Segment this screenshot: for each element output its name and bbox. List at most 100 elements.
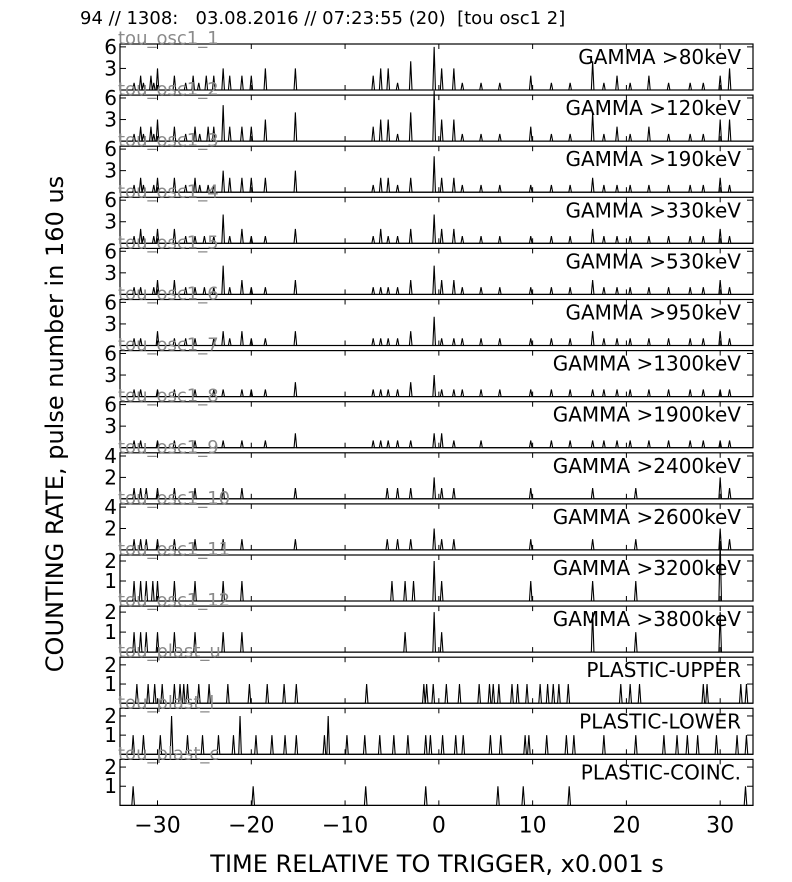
channel-name-tou_plast_u: tou_plast_u [118,641,221,662]
series-line-tou_osc1_7 [120,375,753,398]
panel-label: GAMMA >120keV [565,96,741,120]
channel-name-tou_osc1_7: tou_osc1_7 [118,335,219,356]
y-tick-label: 1 [104,774,117,798]
panel-label: GAMMA >1300keV [553,352,742,376]
channel-name-tou_plast_c: tou_plast_c [118,743,219,764]
y-tick-label: 1 [104,620,117,644]
series-line-tou_plast_u [120,683,753,704]
panel-label: GAMMA >80keV [578,45,741,69]
series-line-tou_osc1_2 [120,90,753,142]
channel-name-tou_osc1_5: tou_osc1_5 [118,232,219,253]
y-tick-label: 2 [104,465,117,489]
x-axis-group: −30 −20 −10 0 10 20 30 [134,813,734,838]
y-tick-label: 2 [104,653,117,677]
series-line-tou_osc1_4 [120,214,753,244]
panel-tou_osc1_10: 24 tou_osc1_10 GAMMA >2600keV [104,488,754,551]
y-tick-label: 1 [104,672,117,696]
panel-tou_osc1_3: 36 tou_osc1_3 GAMMA >190keV [104,130,754,193]
panel-label: GAMMA >330keV [565,198,741,222]
channel-name-tou_osc1_12: tou_osc1_12 [118,590,230,611]
channel-name-tou_osc1_4: tou_osc1_4 [118,181,219,202]
x-tick-label: −20 [228,813,274,838]
y-tick-label: 6 [104,35,117,59]
y-tick-label: 2 [104,704,117,728]
series-line-tou_osc1_1 [120,46,753,91]
y-tick-label: 3 [104,108,117,132]
panel-label: GAMMA >2400keV [553,454,742,478]
x-axis-label: TIME RELATIVE TO TRIGGER, x0.001 s [209,850,663,878]
x-tick-label: 20 [612,813,640,838]
channel-name-tou_plast_l: tou_plast_l [118,692,214,713]
series-line-tou_osc1_10 [120,528,753,551]
y-tick-label: 6 [104,393,117,417]
channel-name-tou_osc1_8: tou_osc1_8 [118,386,219,407]
channel-name-tou_osc1_2: tou_osc1_2 [118,79,219,100]
series-line-tou_osc1_3 [120,156,753,193]
channel-name-tou_osc1_1: tou_osc1_1 [118,28,219,49]
panel-tou_osc1_4: 36 tou_osc1_4 GAMMA >330keV [104,181,754,244]
y-tick-label: 3 [104,414,117,438]
channel-name-tou_osc1_10: tou_osc1_10 [118,488,230,509]
panel-tou_osc1_12: 12 tou_osc1_12 GAMMA >3800keV [104,590,754,653]
panel-label: GAMMA >950keV [565,301,741,325]
y-tick-label: 3 [104,56,117,80]
series-line-tou_osc1_11 [120,540,753,602]
panel-label: GAMMA >3200keV [553,556,742,580]
y-tick-label: 4 [104,444,117,468]
panel-tou_osc1_7: 36 tou_osc1_7 GAMMA >1300keV [104,335,754,398]
panel-label: PLASTIC-UPPER [586,658,741,682]
series-line-tou_plast_c [120,786,753,806]
y-tick-label: 6 [104,188,117,212]
y-tick-label: 2 [104,755,117,779]
y-tick-label: 6 [104,137,117,161]
y-tick-label: 6 [104,86,117,110]
panel-tou_osc1_11: 12 tou_osc1_11 GAMMA >3200keV [104,539,754,602]
panel-label: PLASTIC-LOWER [579,709,741,733]
y-tick-label: 1 [104,569,117,593]
y-tick-label: 6 [104,290,117,314]
y-tick-label: 3 [104,210,117,234]
panel-tou_osc1_2: 36 tou_osc1_2 GAMMA >120keV [104,79,754,142]
series-line-tou_osc1_12 [120,612,753,653]
y-axis-label: COUNTING RATE, pulse number in 160 us [41,176,69,672]
y-tick-label: 6 [104,341,117,365]
y-tick-label: 3 [104,363,117,387]
panel-tou_osc1_5: 36 tou_osc1_5 GAMMA >530keV [104,232,754,295]
panel-label: PLASTIC-COINC. [581,760,741,784]
panel-label: GAMMA >530keV [565,249,741,273]
panel-tou_osc1_6: 36 tou_osc1_6 GAMMA >950keV [104,284,754,347]
y-tick-label: 6 [104,239,117,263]
series-line-tou_plast_l [120,715,753,755]
x-tick-label: −30 [134,813,180,838]
y-tick-label: 3 [104,312,117,336]
y-tick-label: 4 [104,495,117,519]
y-tick-label: 2 [104,517,117,541]
panel-tou_osc1_1: 36 tou_osc1_1 GAMMA >80keV [104,28,754,91]
x-tick-label: 30 [706,813,734,838]
y-tick-label: 3 [104,261,117,285]
panel-label: GAMMA >2600keV [553,505,742,529]
channel-name-tou_osc1_3: tou_osc1_3 [118,130,219,151]
x-tick-label: 10 [519,813,547,838]
channel-name-tou_osc1_11: tou_osc1_11 [118,539,230,560]
panel-tou_osc1_8: 36 tou_osc1_8 GAMMA >1900keV [104,386,754,449]
channel-name-tou_osc1_9: tou_osc1_9 [118,437,219,458]
y-tick-label: 1 [104,723,117,747]
chart-header: 94 // 1308: 03.08.2016 // 07:23:55 (20) … [80,8,566,29]
y-tick-label: 2 [104,549,117,573]
x-tick-label: 0 [432,813,446,838]
panel-label: GAMMA >3800keV [553,607,742,631]
series-line-tou_osc1_6 [120,316,753,347]
panel-label: GAMMA >1900keV [553,403,742,427]
panel-label: GAMMA >190keV [565,147,741,171]
y-tick-label: 3 [104,159,117,183]
series-line-tou_osc1_8 [120,433,753,449]
channel-name-tou_osc1_6: tou_osc1_6 [118,284,219,305]
series-line-tou_osc1_9 [120,477,753,500]
panel-tou_osc1_9: 24 tou_osc1_9 GAMMA >2400keV [104,437,754,500]
